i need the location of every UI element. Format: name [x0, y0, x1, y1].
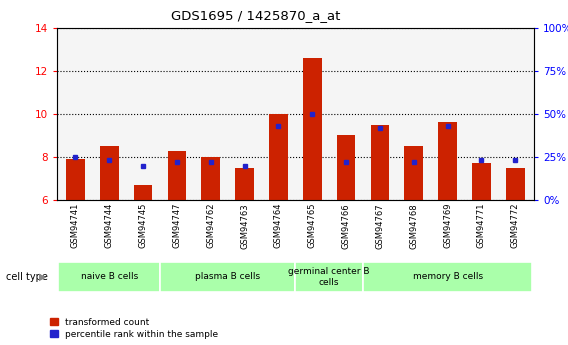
Bar — [59, 262, 160, 292]
Legend: transformed count, percentile rank within the sample: transformed count, percentile rank withi… — [50, 318, 219, 339]
Text: ▶: ▶ — [39, 272, 47, 282]
Bar — [472, 164, 491, 200]
Bar — [337, 136, 356, 200]
Text: memory B cells: memory B cells — [412, 272, 483, 282]
Bar — [100, 146, 119, 200]
Bar — [404, 146, 423, 200]
Bar — [134, 185, 152, 200]
Bar — [438, 122, 457, 200]
Bar — [506, 168, 525, 200]
Bar — [295, 262, 363, 292]
Text: naive B cells: naive B cells — [81, 272, 138, 282]
Text: germinal center B
cells: germinal center B cells — [289, 267, 370, 287]
Bar — [371, 125, 389, 200]
Text: GDS1695 / 1425870_a_at: GDS1695 / 1425870_a_at — [171, 9, 340, 22]
Bar — [202, 157, 220, 200]
Bar — [168, 150, 186, 200]
Bar — [363, 262, 532, 292]
Bar — [66, 159, 85, 200]
Bar — [235, 168, 254, 200]
Text: cell type: cell type — [6, 272, 48, 282]
Text: plasma B cells: plasma B cells — [195, 272, 260, 282]
Bar — [269, 114, 288, 200]
Bar — [303, 58, 321, 200]
Bar — [160, 262, 295, 292]
